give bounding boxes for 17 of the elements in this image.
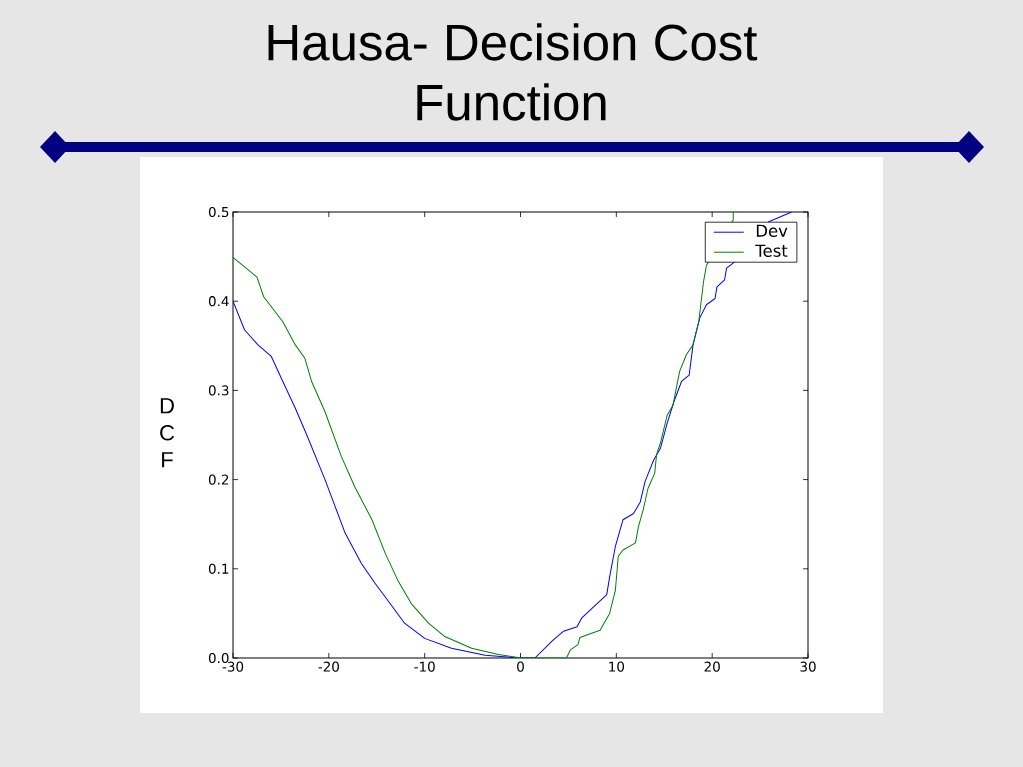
y-tick-label: 0.0 — [208, 652, 229, 664]
legend-label: Dev — [756, 224, 788, 237]
y-tick-label: 0.4 — [208, 296, 229, 307]
chart-title: Hausa- Decision Cost Function — [268, 23, 758, 121]
y-tick-label: 0.5 — [208, 206, 229, 218]
y-tick-label: 0.3 — [208, 385, 229, 396]
y-axis-title: D C F — [160, 398, 175, 468]
x-tick-label: -10 — [414, 661, 435, 672]
x-tick-label: -20 — [318, 661, 339, 672]
y-tick-label: 0.2 — [208, 474, 229, 485]
y-tick-label: 0.1 — [208, 563, 229, 574]
x-tick-label: 20 — [704, 661, 720, 672]
x-tick-label: 30 — [800, 661, 816, 672]
x-tick-label: 0 — [517, 661, 524, 672]
x-tick-label: 10 — [609, 661, 625, 672]
legend-label: Test — [755, 244, 788, 257]
x-tick-label: -30 — [222, 661, 244, 672]
